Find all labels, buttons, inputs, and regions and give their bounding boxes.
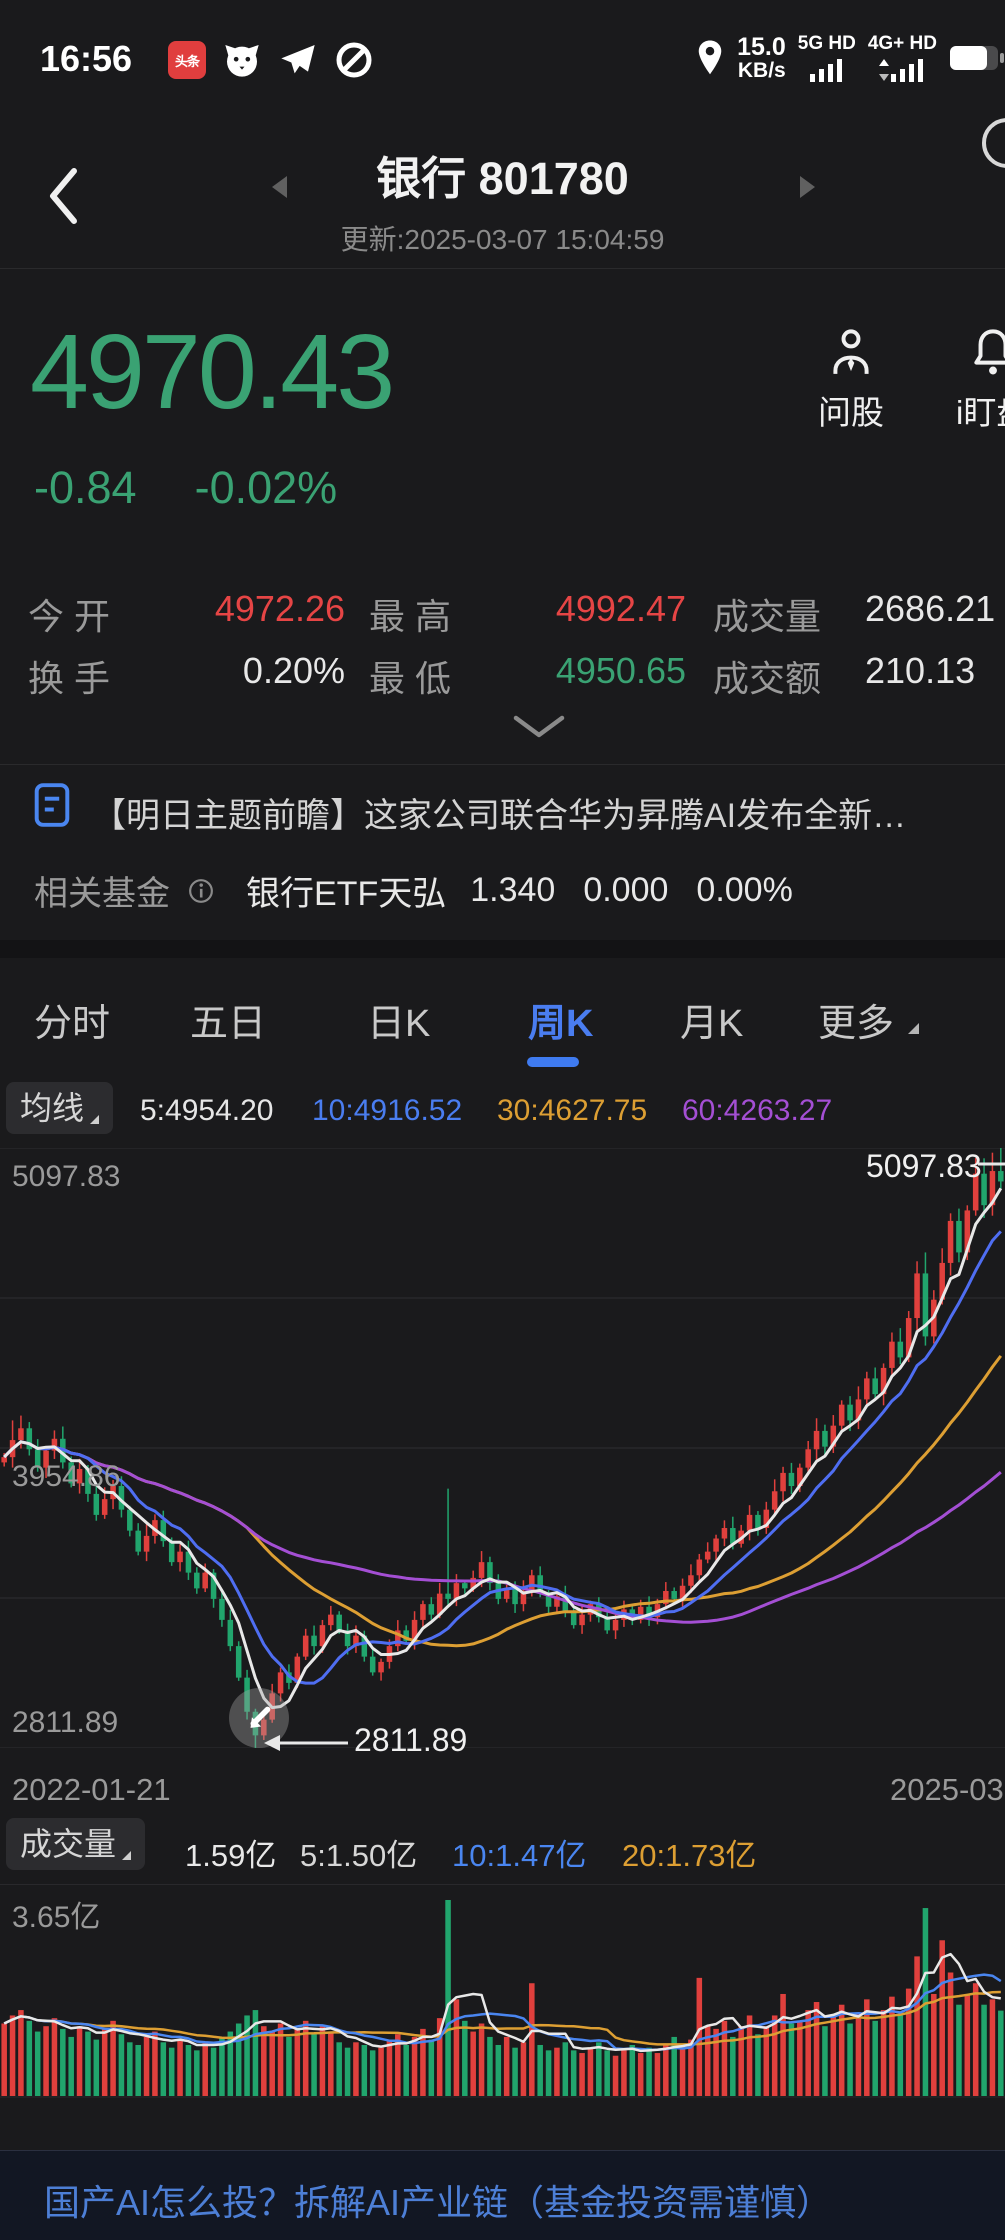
- promo-banner[interactable]: [0, 2150, 1005, 2240]
- change-percent: -0.02%: [194, 462, 338, 513]
- sim2-signal: 4G+ HD: [868, 34, 937, 82]
- news-headline[interactable]: 【明日主题前瞻】这家公司联合华为昇腾AI发布全新…: [92, 797, 907, 835]
- cat-app-icon: [225, 45, 259, 77]
- volume-value: 1.59亿: [185, 1838, 277, 1873]
- volume-max-label: 3.65亿: [12, 1901, 101, 1934]
- ma-value: 30:4627.75: [497, 1094, 648, 1127]
- stat-value: 0.20%: [242, 650, 345, 691]
- section-gap: [0, 940, 1005, 958]
- stat-label: 最 高: [369, 596, 452, 637]
- toutiao-app-icon: 头条: [168, 41, 206, 79]
- page-title: 银行 801780: [376, 153, 629, 204]
- stat-label: 换 手: [28, 658, 111, 699]
- axis-max-label: 5097.83: [12, 1160, 121, 1193]
- ma-settings-pill[interactable]: 均线: [6, 1082, 114, 1134]
- stat-label: 今 开: [28, 596, 111, 637]
- volume-pill-label: 成交量: [20, 1826, 117, 1862]
- location-icon: [698, 40, 722, 75]
- collapse-chevron-icon[interactable]: [512, 714, 566, 740]
- change-value: -0.84: [34, 462, 137, 513]
- high-annotation-dash: [978, 1162, 1005, 1166]
- status-time: 16:56: [40, 38, 133, 79]
- caret-icon: [908, 1023, 920, 1034]
- watch-alert-label: i盯盘: [956, 394, 1005, 431]
- person-icon: [833, 329, 869, 374]
- kline-chart[interactable]: [0, 1148, 1005, 1748]
- update-time: 更新:2025-03-07 15:04:59: [340, 224, 665, 255]
- stat-value: 210.13: [865, 650, 976, 691]
- ma-value: 60:4263.27: [682, 1094, 833, 1127]
- prev-stock-arrow[interactable]: [272, 176, 287, 198]
- axis-mid-label: 3954.86: [12, 1460, 121, 1493]
- tab-周K[interactable]: 周K: [528, 1003, 594, 1045]
- telegram-icon: [281, 45, 315, 74]
- ma-value: 5:4954.20: [140, 1094, 274, 1127]
- watch-alert-button[interactable]: i盯盘: [956, 326, 1005, 434]
- volume-chart[interactable]: [0, 1884, 1005, 2100]
- slashed-circle-app-icon: [336, 42, 372, 78]
- related-fund-row[interactable]: 相关基金 银行ETF天弘 1.340 0.000 0.00%: [34, 866, 793, 915]
- stat-value: 4972.26: [214, 588, 345, 629]
- volume-value: 10:1.47亿: [452, 1838, 587, 1873]
- caret-icon: [122, 1851, 132, 1860]
- stat-value: 4992.47: [555, 588, 686, 629]
- divider: [0, 268, 1005, 269]
- status-notification-icons: 头条: [168, 40, 374, 80]
- date-start-label: 2022-01-21: [12, 1772, 171, 1807]
- stat-value: 2686.21: [865, 588, 996, 629]
- info-icon[interactable]: [188, 878, 214, 904]
- tab-分时[interactable]: 分时: [34, 1003, 111, 1045]
- ma-pill-label: 均线: [20, 1090, 85, 1126]
- date-end-label: 2025-03: [890, 1772, 1004, 1807]
- signal-bars-arrows-icon: [879, 59, 924, 82]
- news-doc-icon: [34, 783, 70, 827]
- ask-stock-button[interactable]: 问股: [818, 326, 884, 434]
- volume-value: 20:1.73亿: [622, 1838, 757, 1873]
- current-price: 4970.43: [30, 313, 395, 431]
- volume-value: 5:1.50亿: [300, 1838, 418, 1873]
- stat-label: 成交量: [713, 596, 822, 637]
- status-system-icons: 15.0 KB/s 5G HD 4G+ HD: [695, 34, 1005, 82]
- caret-icon: [90, 1115, 100, 1124]
- bell-icon: [974, 329, 1005, 375]
- landscape-icon[interactable]: 〈: [986, 990, 1005, 1051]
- tab-更多[interactable]: 更多: [818, 992, 920, 1047]
- stat-label: 最 低: [369, 658, 452, 699]
- ma-value: 10:4916.52: [312, 1094, 463, 1127]
- ask-stock-label: 问股: [818, 394, 884, 431]
- sim1-signal: 5G HD: [798, 34, 856, 82]
- stat-label: 成交额: [713, 658, 822, 699]
- back-button[interactable]: [46, 166, 80, 226]
- high-annotation: 5097.83: [866, 1148, 982, 1184]
- network-speed: 15.0 KB/s: [737, 33, 786, 82]
- signal-bars-icon: [809, 59, 842, 82]
- stat-value: 4950.65: [555, 650, 686, 691]
- axis-min-label: 2811.89: [12, 1706, 119, 1739]
- low-annotation-arrow: [264, 1735, 348, 1751]
- price-change-row: -0.84 -0.02%: [34, 462, 337, 514]
- tab-日K[interactable]: 日K: [367, 1003, 431, 1045]
- promo-banner-text[interactable]: 国产AI怎么投？拆解AI产业链（基金投资需谨慎）: [44, 2182, 833, 2223]
- divider: [0, 764, 1005, 765]
- next-stock-arrow[interactable]: [800, 176, 815, 198]
- volume-settings-pill[interactable]: 成交量: [6, 1818, 146, 1870]
- tab-月K[interactable]: 月K: [680, 1003, 744, 1045]
- tab-五日[interactable]: 五日: [190, 1003, 267, 1045]
- related-fund-label: 相关基金: [34, 875, 170, 913]
- fund-nav: 1.340: [470, 871, 556, 909]
- low-annotation: 2811.89: [354, 1722, 468, 1758]
- fund-change: 0.000: [583, 871, 669, 909]
- active-tab-underline: [527, 1057, 579, 1067]
- fund-name: 银行ETF天弘: [246, 875, 447, 913]
- fund-change-pct: 0.00%: [696, 871, 793, 909]
- battery-icon: [950, 46, 1004, 70]
